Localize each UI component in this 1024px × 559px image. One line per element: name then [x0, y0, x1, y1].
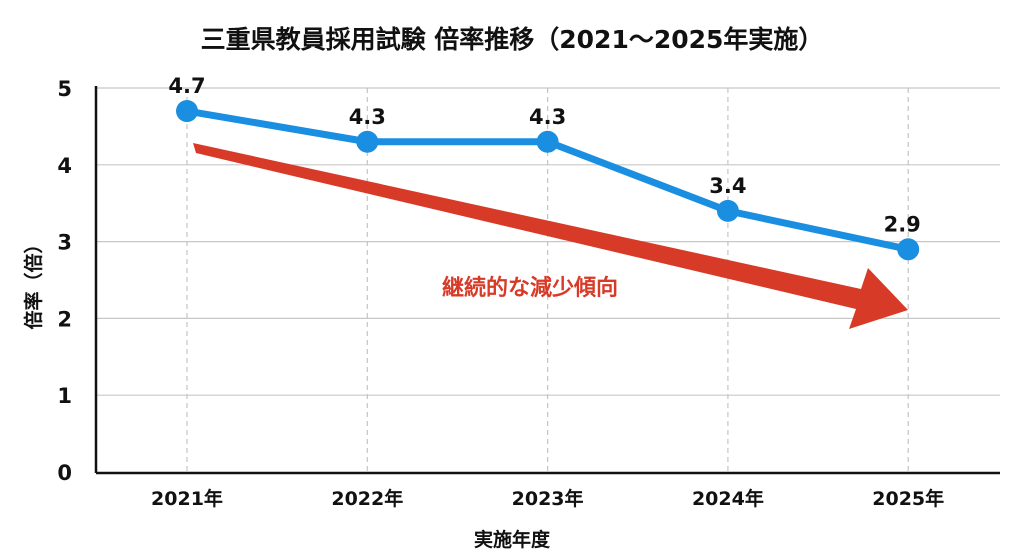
- data-label: 4.3: [349, 105, 386, 129]
- data-label: 3.4: [709, 174, 746, 198]
- y-axis-label: 倍率（倍）: [22, 234, 45, 329]
- data-point: [897, 238, 920, 261]
- trend-annotation: 継続的な減少傾向: [442, 275, 618, 301]
- data-point: [176, 100, 198, 123]
- data-label: 2.9: [884, 212, 921, 236]
- x-axis-label: 実施年度: [474, 528, 551, 551]
- chart-title: 三重県教員採用試験 倍率推移（2021〜2025年実施）: [201, 25, 824, 54]
- trend-arrow: [193, 143, 908, 329]
- y-tick-label: 1: [57, 384, 72, 408]
- data-point: [356, 130, 379, 153]
- trend-arrow-shape: [193, 143, 908, 329]
- y-tick-label: 2: [57, 307, 72, 331]
- axis-ticks: 0 1 2 3 4 5 2021年 2022年 2023年 2024年 2025年: [57, 77, 944, 510]
- x-tick-label: 2022年: [331, 487, 403, 510]
- x-tick-label: 2025年: [872, 487, 944, 510]
- y-tick-label: 5: [57, 77, 72, 101]
- data-point: [536, 130, 559, 153]
- x-tick-label: 2021年: [151, 487, 223, 510]
- y-tick-label: 0: [57, 461, 72, 485]
- series: 4.7 4.3 4.3 3.4 2.9: [168, 74, 921, 261]
- x-tick-label: 2024年: [692, 487, 764, 510]
- data-label: 4.7: [168, 74, 205, 98]
- y-tick-label: 3: [57, 231, 72, 255]
- y-tick-label: 4: [57, 154, 72, 178]
- data-label: 4.3: [529, 105, 566, 129]
- x-tick-label: 2023年: [512, 487, 584, 510]
- data-point: [716, 199, 739, 222]
